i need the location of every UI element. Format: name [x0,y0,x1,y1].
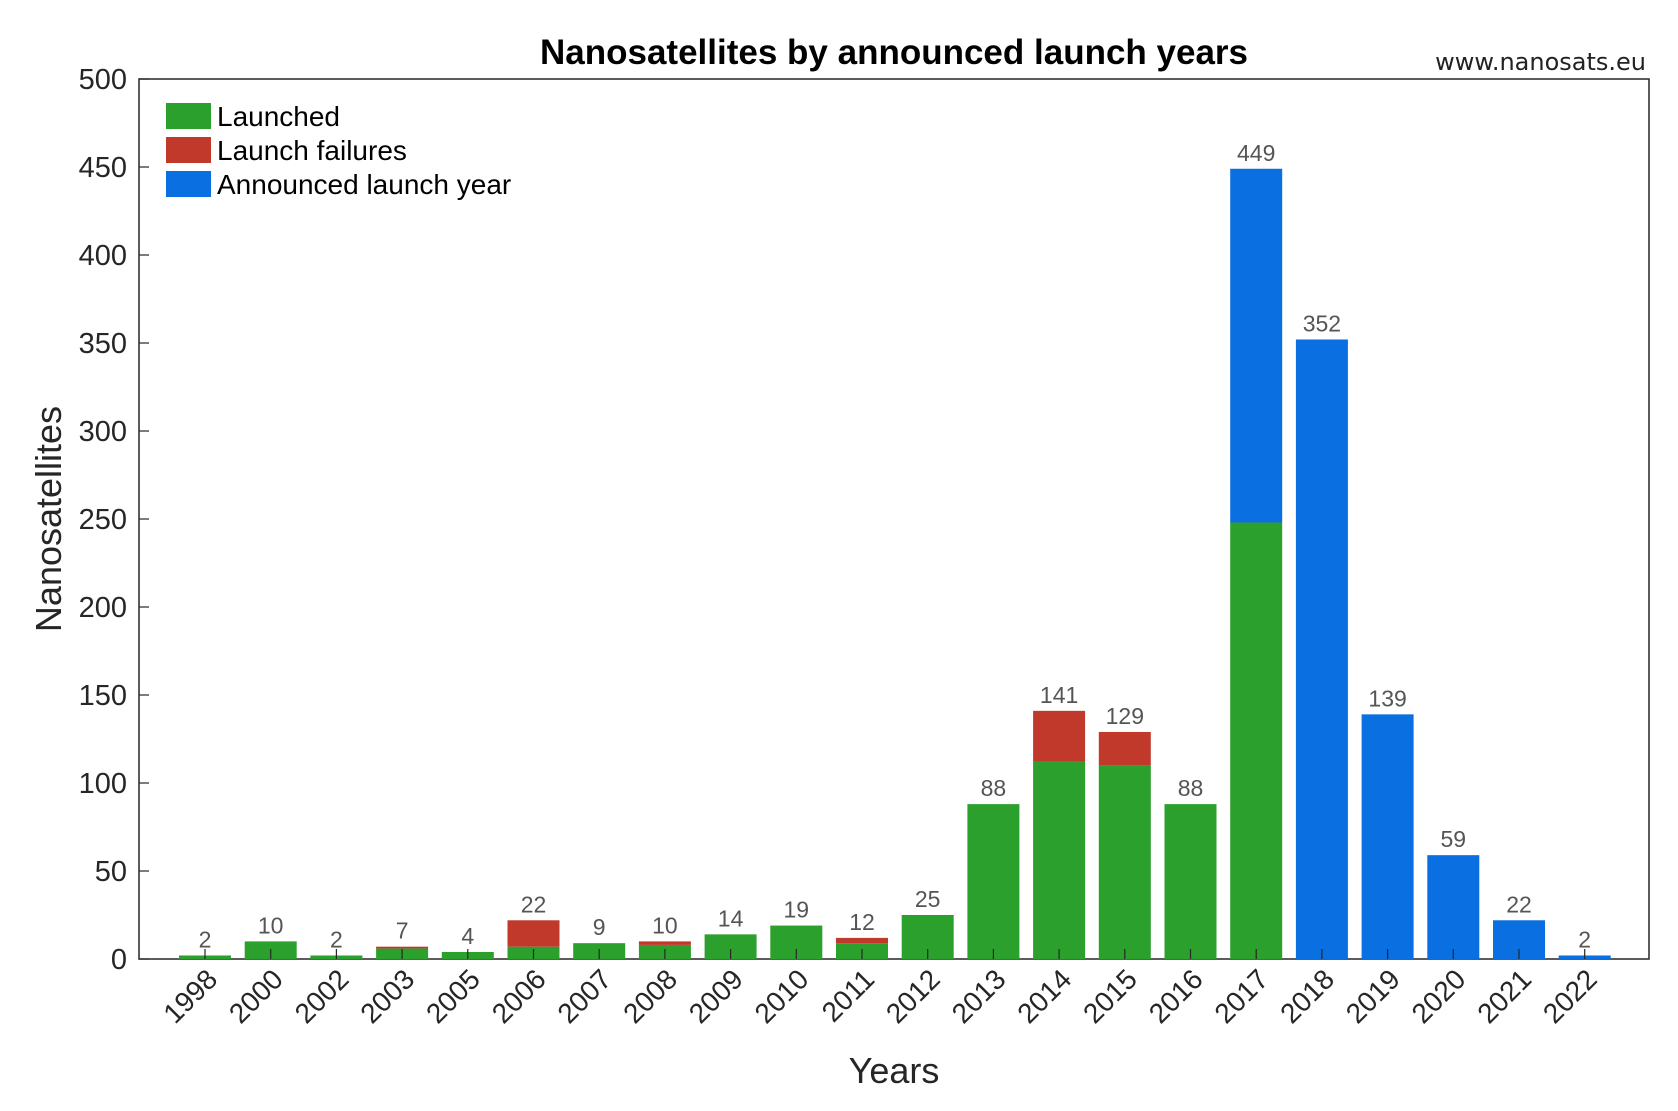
y-tick-label-350: 350 [79,328,127,360]
data-label-2007: 9 [593,914,606,940]
data-label-1998: 2 [199,926,212,952]
x-axis-title: Years [849,1050,940,1091]
y-tick-label-200: 200 [79,592,127,624]
data-label-2005: 4 [461,923,474,949]
bar-launched-2013 [967,804,1020,959]
bar-launch-failures-2011 [836,937,888,944]
data-label-2013: 88 [981,775,1007,801]
bar-launch-failures-2003 [376,946,429,949]
data-label-2003: 7 [396,918,409,944]
data-label-2014: 141 [1040,682,1078,708]
y-tick-label-100: 100 [79,768,127,800]
y-tick-label-300: 300 [79,416,127,448]
data-label-2022: 2 [1578,926,1591,952]
data-label-2019: 139 [1368,685,1406,711]
bar-announced-launch-year-2017 [1230,168,1283,523]
data-label-2011: 12 [849,909,875,935]
y-tick-label-50: 50 [95,856,127,888]
data-label-2000: 10 [258,912,284,938]
y-tick-label-500: 500 [79,64,127,96]
data-label-2008: 10 [652,912,678,938]
data-label-2009: 14 [718,905,744,931]
y-axis-title: Nanosatellites [28,406,69,632]
y-tick-label-0: 0 [111,944,127,976]
data-label-2012: 25 [915,886,941,912]
legend-swatch-announced-launch-year [166,171,211,197]
data-label-2006: 22 [521,891,547,917]
data-label-2021: 22 [1506,891,1532,917]
bars-group [179,168,1611,960]
data-label-2002: 2 [330,926,343,952]
y-tick-label-450: 450 [79,152,127,184]
y-tick-label-250: 250 [79,504,127,536]
data-label-2010: 19 [784,897,810,923]
data-label-2016: 88 [1178,775,1204,801]
data-label-2018: 352 [1303,310,1341,336]
bar-launch-failures-2014 [1033,710,1086,762]
bar-launched-2015 [1098,765,1151,959]
bar-launched-2016 [1164,804,1217,959]
bar-announced-launch-year-2020 [1427,855,1480,959]
y-tick-label-150: 150 [79,680,127,712]
legend-swatch-launch-failures [166,137,211,163]
bar-launch-failures-2015 [1098,731,1151,766]
bar-announced-launch-year-2019 [1361,714,1414,959]
bar-announced-launch-year-2018 [1295,339,1348,960]
legend-label-launched: Launched [217,101,340,132]
legend-label-announced-launch-year: Announced launch year [217,169,511,200]
plot-area [138,78,1650,960]
data-label-2017: 449 [1237,140,1275,166]
data-label-2015: 129 [1106,703,1144,729]
y-axis: 0 50 100 150 200 250 300 350 400 450 500 [79,64,149,976]
bar-launched-2014 [1033,761,1086,959]
bar-launch-failures-2008 [638,941,691,945]
bar-launch-failures-2006 [507,920,560,947]
data-labels-group: 2 10 2 7 4 22 9 10 14 19 12 25 88 141 129 88 449 352 139 59… [199,140,1591,953]
y-tick-label-400: 400 [79,240,127,272]
legend-label-launch-failures: Launch failures [217,135,407,166]
source-label: www.nanosats.eu [1435,48,1646,76]
data-label-2020: 59 [1441,826,1467,852]
legend-swatch-launched [166,103,211,129]
bar-launched-2017 [1230,522,1283,959]
chart-title: Nanosatellites by announced launch years [540,33,1248,72]
